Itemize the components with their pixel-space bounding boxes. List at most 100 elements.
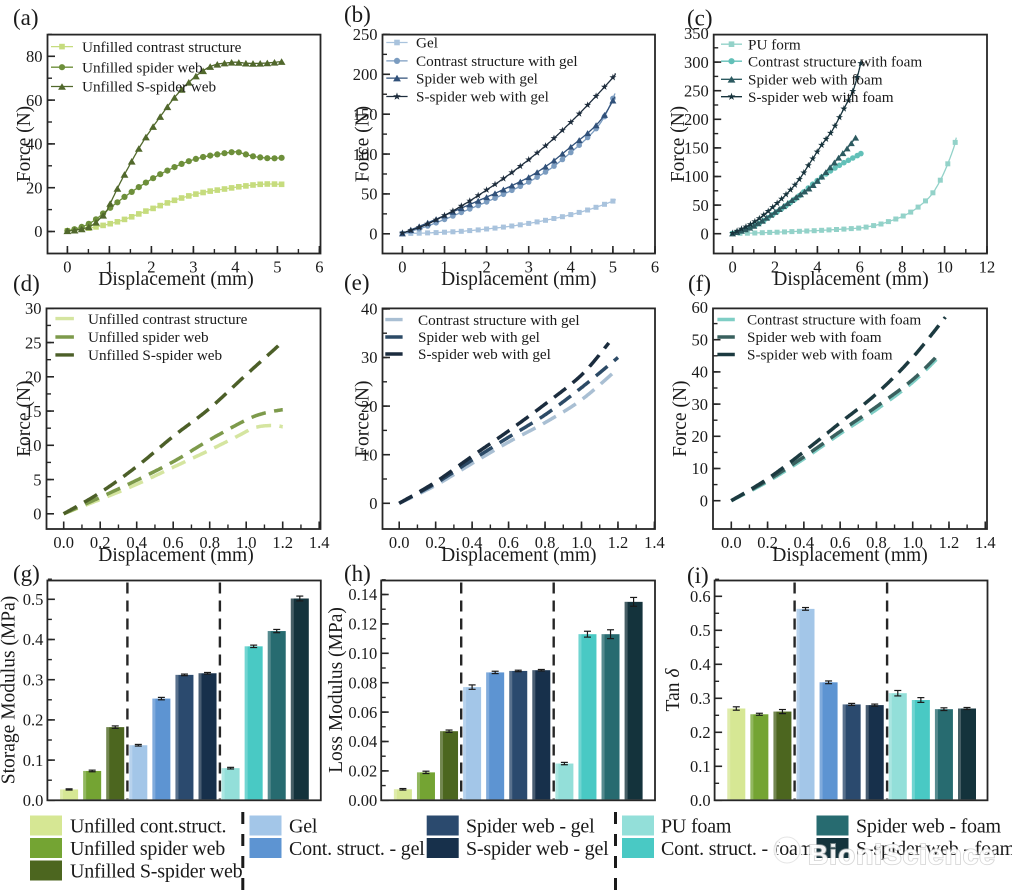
svg-text:BioniScience: BioniScience <box>808 839 996 870</box>
svg-text:(h): (h) <box>344 561 371 586</box>
svg-text:S-spider web with foam: S-spider web with foam <box>747 347 893 364</box>
svg-text:0.2: 0.2 <box>90 533 111 552</box>
svg-text:0.1: 0.1 <box>690 757 711 776</box>
svg-text:0.4: 0.4 <box>462 533 483 552</box>
svg-text:6: 6 <box>856 258 864 277</box>
svg-text:0.6: 0.6 <box>830 533 851 552</box>
svg-text:0.00: 0.00 <box>348 791 377 810</box>
svg-text:1.2: 1.2 <box>608 533 629 552</box>
svg-text:S-spider web with gel: S-spider web with gel <box>418 346 551 363</box>
svg-text:15: 15 <box>25 402 42 421</box>
svg-text:Force (N): Force (N) <box>353 106 374 182</box>
svg-text:6: 6 <box>315 258 323 277</box>
svg-text:0.02: 0.02 <box>348 762 377 781</box>
svg-text:50: 50 <box>692 196 709 215</box>
svg-text:1.4: 1.4 <box>309 533 330 552</box>
svg-text:Cont. struct. - foam: Cont. struct. - foam <box>661 838 814 860</box>
svg-text:8: 8 <box>898 258 906 277</box>
svg-text:30: 30 <box>692 395 709 414</box>
svg-text:Force (N): Force (N) <box>14 381 35 457</box>
svg-text:Unfilled contrast structure: Unfilled contrast structure <box>88 311 248 328</box>
svg-text:(d): (d) <box>13 271 40 296</box>
svg-text:40: 40 <box>692 363 709 382</box>
svg-text:(i): (i) <box>687 563 709 588</box>
svg-text:0: 0 <box>34 222 42 241</box>
svg-text:50: 50 <box>361 185 378 204</box>
svg-text:5: 5 <box>33 470 41 489</box>
svg-text:S-spider web with foam: S-spider web with foam <box>748 89 894 106</box>
svg-text:Unfilled S-spider web: Unfilled S-spider web <box>70 860 243 882</box>
svg-text:200: 200 <box>353 65 378 84</box>
svg-text:Loss Modulus (MPa): Loss Modulus (MPa) <box>326 607 347 773</box>
svg-text:Storage Modulus (MPa): Storage Modulus (MPa) <box>0 596 20 785</box>
svg-text:Tan δ: Tan δ <box>663 668 684 712</box>
svg-text:Force (N): Force (N) <box>14 106 35 182</box>
svg-text:Displacement (mm): Displacement (mm) <box>441 545 596 566</box>
svg-text:Unfilled spider web: Unfilled spider web <box>70 838 225 860</box>
svg-text:2: 2 <box>482 258 490 277</box>
svg-text:150: 150 <box>684 139 709 158</box>
svg-text:0.4: 0.4 <box>23 630 44 649</box>
svg-text:Gel: Gel <box>289 815 318 837</box>
svg-text:10: 10 <box>936 258 953 277</box>
svg-text:1.0: 1.0 <box>236 533 257 552</box>
svg-text:Unfilled cont.struct.: Unfilled cont.struct. <box>70 815 226 837</box>
svg-text:(g): (g) <box>13 561 40 586</box>
svg-text:Unfilled spider web: Unfilled spider web <box>88 329 209 346</box>
svg-text:0.3: 0.3 <box>690 689 711 708</box>
svg-text:0.08: 0.08 <box>348 673 377 692</box>
svg-text:1.2: 1.2 <box>272 533 293 552</box>
svg-text:60: 60 <box>692 298 709 317</box>
svg-text:100: 100 <box>684 167 709 186</box>
svg-text:Spider web with foam: Spider web with foam <box>747 329 882 346</box>
svg-text:1.4: 1.4 <box>975 533 996 552</box>
svg-text:0: 0 <box>33 505 41 524</box>
svg-text:0: 0 <box>63 258 71 277</box>
svg-text:1: 1 <box>440 258 448 277</box>
svg-text:0.3: 0.3 <box>23 670 44 689</box>
svg-text:0.2: 0.2 <box>425 533 446 552</box>
svg-text:1.0: 1.0 <box>571 533 592 552</box>
svg-text:30: 30 <box>361 348 378 367</box>
svg-text:0.0: 0.0 <box>721 533 742 552</box>
svg-text:2: 2 <box>147 258 155 277</box>
svg-text:Spider web with gel: Spider web with gel <box>418 329 540 346</box>
svg-text:1.0: 1.0 <box>902 533 923 552</box>
svg-text:Unfilled spider web: Unfilled spider web <box>82 59 203 76</box>
svg-text:60: 60 <box>26 91 43 110</box>
svg-text:0.4: 0.4 <box>690 655 711 674</box>
svg-text:0.04: 0.04 <box>348 732 377 751</box>
svg-text:0.1: 0.1 <box>23 751 44 770</box>
svg-text:0.8: 0.8 <box>199 533 220 552</box>
svg-text:50: 50 <box>692 330 709 349</box>
svg-text:0.4: 0.4 <box>126 533 147 552</box>
svg-text:0: 0 <box>369 225 377 244</box>
svg-text:350: 350 <box>684 24 709 43</box>
svg-text:Contrast structure with gel: Contrast structure with gel <box>416 53 578 70</box>
svg-text:250: 250 <box>684 81 709 100</box>
svg-text:0.2: 0.2 <box>757 533 778 552</box>
svg-text:0.8: 0.8 <box>535 533 556 552</box>
svg-text:12: 12 <box>979 258 996 277</box>
svg-text:Displacement (mm): Displacement (mm) <box>98 269 253 290</box>
svg-text:25: 25 <box>25 333 42 352</box>
svg-text:0: 0 <box>700 491 708 510</box>
svg-text:5: 5 <box>273 258 281 277</box>
svg-text:80: 80 <box>26 47 43 66</box>
svg-text:Contrast structure with foam: Contrast structure with foam <box>747 312 921 329</box>
svg-text:0.06: 0.06 <box>348 703 377 722</box>
svg-text:BioniScience: BioniScience <box>808 839 996 870</box>
svg-text:Spider web with gel: Spider web with gel <box>416 70 538 87</box>
svg-text:0.0: 0.0 <box>23 791 44 810</box>
svg-text:10: 10 <box>25 436 42 455</box>
svg-text:0.0: 0.0 <box>690 791 711 810</box>
svg-text:0.5: 0.5 <box>690 621 711 640</box>
svg-text:0: 0 <box>369 494 377 513</box>
svg-text:S-spider web - foam: S-spider web - foam <box>856 838 1012 860</box>
svg-text:Force (N): Force (N) <box>353 381 374 457</box>
svg-text:20: 20 <box>25 368 42 387</box>
svg-text:1.2: 1.2 <box>939 533 960 552</box>
svg-text:(e): (e) <box>344 270 370 295</box>
svg-text:0.0: 0.0 <box>389 533 410 552</box>
svg-text:100: 100 <box>353 145 378 164</box>
